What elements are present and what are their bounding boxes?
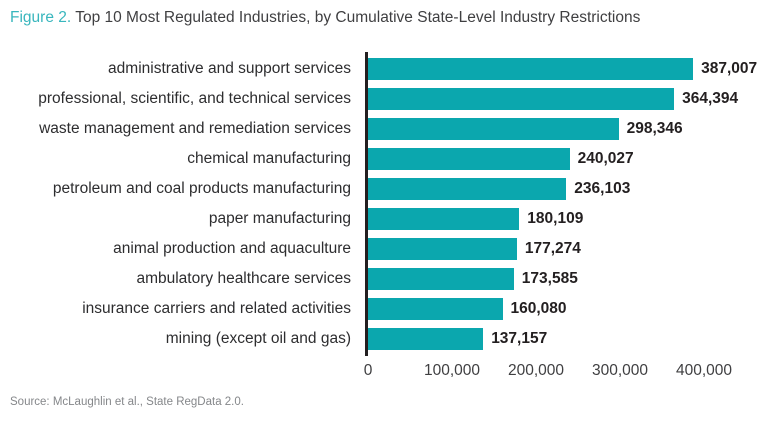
plot-area: 240,027 xyxy=(365,148,768,170)
category-label: mining (except oil and gas) xyxy=(165,330,351,347)
value-label: 387,007 xyxy=(701,60,758,77)
category-label: insurance carriers and related activitie… xyxy=(82,300,351,317)
figure-title: Figure 2. Top 10 Most Regulated Industri… xyxy=(0,0,768,28)
bar xyxy=(368,178,567,200)
chart-row: chemical manufacturing 240,027 xyxy=(0,144,768,174)
value-label: 298,346 xyxy=(626,120,683,137)
chart-row: paper manufacturing 180,109 xyxy=(0,204,768,234)
category-label: waste management and remediation service… xyxy=(39,120,351,137)
chart-row: professional, scientific, and technical … xyxy=(0,84,768,114)
category-label: paper manufacturing xyxy=(208,210,351,227)
x-tick-label: 400,000 xyxy=(675,362,733,379)
plot-area: 387,007 xyxy=(365,58,768,80)
figure-number-label: Figure 2. xyxy=(10,9,72,26)
x-tick-label: 0 xyxy=(363,362,373,379)
bar xyxy=(368,298,503,320)
category-label: professional, scientific, and technical … xyxy=(38,90,351,107)
x-axis-ticks: 0 100,000 200,000 300,000 400,000 xyxy=(364,354,768,384)
x-tick-label: 200,000 xyxy=(507,362,565,379)
plot-area: 236,103 xyxy=(365,178,768,200)
x-tick-label: 100,000 xyxy=(423,362,481,379)
value-label: 180,109 xyxy=(527,210,584,227)
value-label: 364,394 xyxy=(682,90,739,107)
bar-chart: administrative and support services 387,0… xyxy=(0,52,768,384)
bar xyxy=(368,238,517,260)
value-label: 177,274 xyxy=(524,240,581,257)
bar xyxy=(368,148,570,170)
bar xyxy=(368,268,514,290)
bar xyxy=(368,328,484,350)
chart-rows: administrative and support services 387,0… xyxy=(0,52,768,356)
category-label: chemical manufacturing xyxy=(187,150,351,167)
value-label: 240,027 xyxy=(577,150,634,167)
value-label: 173,585 xyxy=(521,270,578,287)
y-axis-line xyxy=(365,52,368,356)
source-note: Source: McLaughlin et al., State RegData… xyxy=(10,396,244,408)
plot-area: 298,346 xyxy=(365,118,768,140)
chart-row: mining (except oil and gas) 137,157 xyxy=(0,324,768,354)
chart-row: insurance carriers and related activitie… xyxy=(0,294,768,324)
chart-row: animal production and aquaculture 177,274 xyxy=(0,234,768,264)
figure-title-text: Top 10 Most Regulated Industries, by Cum… xyxy=(71,9,641,26)
bar xyxy=(368,208,520,230)
chart-row: waste management and remediation service… xyxy=(0,114,768,144)
bar xyxy=(368,88,675,110)
plot-area: 180,109 xyxy=(365,208,768,230)
plot-area: 177,274 xyxy=(365,238,768,260)
plot-area: 137,157 xyxy=(365,328,768,350)
value-label: 236,103 xyxy=(574,180,631,197)
value-label: 137,157 xyxy=(491,330,548,347)
chart-row: petroleum and coal products manufacturin… xyxy=(0,174,768,204)
plot-area: 173,585 xyxy=(365,268,768,290)
plot-area: 364,394 xyxy=(365,88,768,110)
category-label: ambulatory healthcare services xyxy=(136,270,351,287)
category-label: animal production and aquaculture xyxy=(113,240,351,257)
category-label: petroleum and coal products manufacturin… xyxy=(52,180,351,197)
plot-area: 160,080 xyxy=(365,298,768,320)
figure-page: Figure 2. Top 10 Most Regulated Industri… xyxy=(0,0,768,408)
chart-row: administrative and support services 387,0… xyxy=(0,54,768,84)
chart-row: ambulatory healthcare services 173,585 xyxy=(0,264,768,294)
category-label: administrative and support services xyxy=(108,60,351,77)
bar xyxy=(368,118,619,140)
x-tick-label: 300,000 xyxy=(591,362,649,379)
value-label: 160,080 xyxy=(510,300,567,317)
bar xyxy=(368,58,694,80)
